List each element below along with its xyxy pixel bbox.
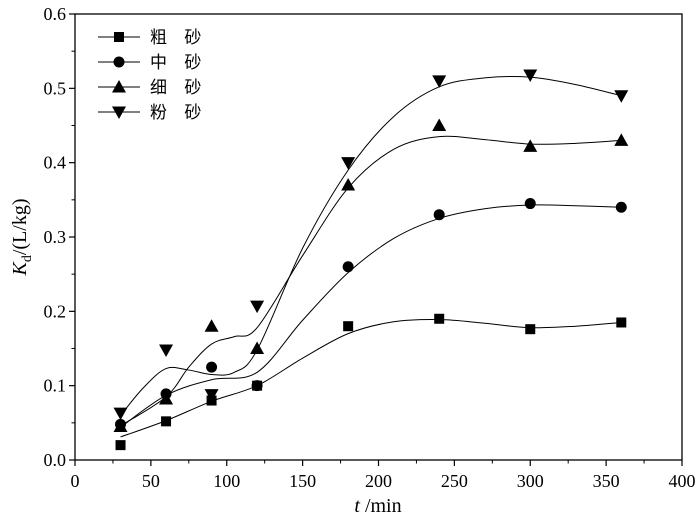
legend-item: 中 砂 [98, 53, 207, 73]
legend-marker [114, 32, 124, 42]
y-axis-symbol: K [9, 261, 31, 277]
series-1-point [525, 324, 536, 335]
x-axis-unit: /min [360, 495, 402, 517]
legend-label: 细 砂 [150, 78, 207, 98]
series-4-point [113, 407, 128, 421]
series-4-point [432, 75, 447, 88]
x-axis-label: t /min [354, 495, 401, 517]
x-tick-label: 50 [142, 471, 160, 491]
series-3-point [523, 139, 538, 152]
legend-label: 粉 砂 [150, 103, 207, 123]
x-tick-labels: 0 50 100 150 200 250 300 350 400 [71, 471, 696, 491]
legend-label: 粗 砂 [150, 28, 207, 48]
series-4-point [523, 69, 538, 82]
x-tick-label: 250 [441, 471, 468, 491]
y-tick-label: 0.6 [44, 4, 67, 24]
series-2-point [524, 198, 536, 210]
series-1-point [343, 321, 354, 332]
legend-item: 粗 砂 [98, 28, 207, 48]
data-points [113, 69, 629, 451]
series-3-point [341, 177, 356, 191]
legend-marker [113, 56, 125, 68]
x-axis-symbol: t [354, 495, 360, 517]
y-tick-label: 0.0 [44, 450, 67, 470]
axis-ticks [69, 13, 683, 466]
series-2-point [433, 209, 445, 221]
y-axis-subscript: d [20, 255, 35, 262]
y-tick-labels: 0.0 0.1 0.2 0.3 0.4 0.5 0.6 [44, 4, 67, 470]
series-3-point [250, 341, 265, 354]
y-tick-label: 0.5 [44, 78, 67, 98]
x-tick-label: 0 [71, 471, 80, 491]
legend: 粗 砂中 砂细 砂粉 砂 [98, 28, 207, 123]
y-tick-label: 0.1 [44, 376, 67, 396]
x-tick-label: 100 [213, 471, 240, 491]
series-1-point [434, 313, 445, 324]
series-3-point [432, 118, 447, 131]
series-4-point [614, 90, 629, 103]
y-tick-label: 0.3 [44, 227, 67, 247]
series-4-point [250, 300, 265, 314]
series-2-point [615, 201, 627, 213]
series-4-point [341, 157, 356, 170]
series-3-point [614, 133, 629, 146]
y-axis-unit: /(L/kg) [9, 199, 31, 256]
series-2-point [342, 261, 354, 273]
series-4-point [159, 344, 174, 357]
series-1-point [616, 317, 627, 328]
series-2-point [206, 361, 218, 373]
legend-marker [112, 106, 126, 119]
series-3-point [204, 319, 219, 332]
x-tick-label: 150 [289, 471, 316, 491]
legend-label: 中 砂 [150, 53, 207, 73]
series-1-point [115, 440, 126, 451]
series-3-point [159, 392, 174, 405]
x-tick-label: 200 [365, 471, 392, 491]
y-tick-label: 0.4 [44, 153, 67, 173]
legend-marker [112, 80, 126, 93]
series-2-point [251, 380, 263, 392]
legend-item: 细 砂 [98, 78, 207, 98]
x-tick-label: 350 [593, 471, 620, 491]
series-4-point [204, 389, 219, 402]
series-3-point [113, 419, 128, 433]
legend-item: 粉 砂 [98, 103, 207, 123]
y-tick-label: 0.2 [44, 301, 67, 321]
series-4-fit-curve [120, 76, 622, 416]
y-axis-label: Kd/(L/kg) [9, 199, 35, 277]
series-1-point [161, 416, 172, 427]
x-tick-label: 400 [669, 471, 696, 491]
x-tick-label: 300 [517, 471, 544, 491]
series-3-fit-curve [120, 135, 622, 427]
